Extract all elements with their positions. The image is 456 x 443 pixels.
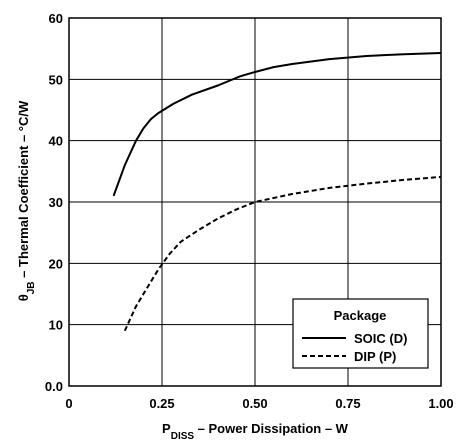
y-axis-label-rest: – Thermal Coefficient – °C/W xyxy=(16,100,31,281)
y-tick-labels: 0.0 10 20 30 40 50 60 xyxy=(45,11,63,394)
series-line-soic xyxy=(112,52,442,197)
x-axis-label-sub: DISS xyxy=(171,431,195,442)
x-tick-label: 0 xyxy=(65,396,72,411)
x-tick-label: 0.25 xyxy=(149,396,174,411)
x-axis-label-main: P xyxy=(162,421,171,436)
y-tick-label: 0.0 xyxy=(45,379,63,394)
y-tick-label: 60 xyxy=(49,11,63,26)
plot-frame xyxy=(68,17,442,387)
y-tick-label: 40 xyxy=(49,134,63,149)
legend-box xyxy=(292,298,429,369)
x-tick-label: 0.75 xyxy=(335,396,360,411)
series-line-dip xyxy=(123,175,442,332)
legend-title: Package xyxy=(334,308,387,323)
y-tick-label: 30 xyxy=(49,195,63,210)
legend: Package SOIC (D) DIP (P) xyxy=(292,298,429,369)
x-tick-label: 0.50 xyxy=(242,396,267,411)
x-tick-label: 1.00 xyxy=(428,396,453,411)
legend-label-soic: SOIC (D) xyxy=(354,331,407,346)
y-tick-label: 20 xyxy=(49,256,63,271)
y-axis-label-sub: JB xyxy=(26,281,37,294)
x-axis-label-rest: – Power Dissipation – W xyxy=(194,421,349,436)
y-tick-label: 50 xyxy=(49,72,63,87)
series-lines xyxy=(112,52,442,332)
y-axis-label: θJB – Thermal Coefficient – °C/W xyxy=(16,100,37,301)
legend-label-dip: DIP (P) xyxy=(354,349,396,364)
y-tick-label: 10 xyxy=(49,318,63,333)
y-axis-label-main: θ xyxy=(16,294,31,301)
x-axis-label: PDISS – Power Dissipation – W xyxy=(162,421,349,442)
x-tick-labels: 0 0.25 0.50 0.75 1.00 xyxy=(65,396,453,411)
